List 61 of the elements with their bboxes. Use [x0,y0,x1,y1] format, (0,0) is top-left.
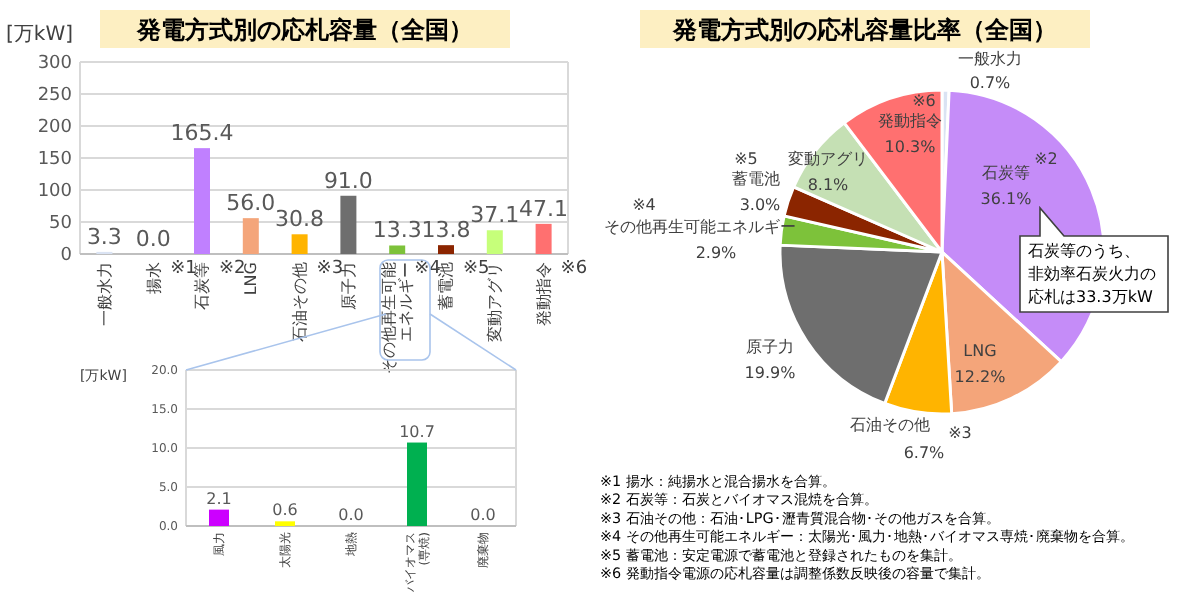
data-label: 0.6 [272,501,298,520]
y-axis-title: [万kW] [6,24,74,46]
data-label: 3.0% [739,196,782,214]
data-label: 10.3% [884,138,937,156]
x-tick-label: 変動アグリ [486,262,505,342]
data-label: 2.9% [695,244,738,262]
slice-label: 変動アグリ [788,150,868,168]
text: ※4 [632,196,656,214]
y-tick-label: 100 [37,182,73,202]
slice-label: 一般水力 [958,50,1022,68]
y-tick-label: 300 [37,54,73,74]
x-tick-label: 蓄電池 [437,262,456,310]
x-tick-label: 一般水力 [95,262,114,326]
x-tick-label: 揚水 [144,262,163,294]
data-label: 47.1 [519,195,569,222]
text: ※3 [948,424,972,442]
data-label: 2.1 [206,489,232,508]
data-label: 37.1 [470,202,520,229]
text: ※5 [734,150,758,168]
slice-label: LNG [963,342,997,360]
slice-label: 発動指令 [878,112,942,130]
slice-label: その他再生可能エネルギー [604,218,796,236]
x-tick-label: 原子力 [339,262,358,310]
data-label: 13.8 [421,217,471,244]
text: ※1 [170,258,197,279]
data-label: 8.1% [807,176,850,194]
data-label: 19.9% [744,364,797,382]
slice-label: 石炭等 [982,164,1030,182]
text: ※6 [912,92,936,110]
data-label: 10.7 [399,422,435,441]
data-label: 0.7% [969,74,1012,92]
y-tick-label: 150 [37,150,73,170]
y-tick-label: 250 [37,86,73,106]
text: 石炭等のうち、非効率石炭火力の応札は33.3万kW [1028,242,1156,306]
x-tick-label: 石炭等 [193,262,212,310]
x-tick-label: LNG [242,262,261,296]
data-label: 91.0 [323,167,373,194]
text: ※6 [560,258,588,279]
data-label: 3.3 [86,223,122,250]
text: ※3 [316,258,344,279]
data-label: 12.2% [954,368,1007,386]
chart-title: 発電方式別の応札容量（全国） [135,16,473,44]
data-label: 56.0 [226,190,276,217]
data-label: 0.0 [338,506,364,524]
slice-label: 原子力 [746,338,794,356]
text: ※5 [463,258,490,279]
text: ※2 [1034,150,1058,168]
data-label: 165.4 [170,120,234,147]
data-label: 30.8 [275,206,325,233]
data-label: 36.1% [980,190,1033,208]
text: ※2 [219,258,246,279]
y-tick-label: 200 [37,118,73,138]
chart-title: 発電方式別の応札容量比率（全国） [671,16,1057,44]
slice-label: 蓄電池 [732,170,780,188]
y-tick-label: 50 [49,214,73,234]
data-label: 13.3 [372,217,422,244]
slice-label: 石油その他 [850,416,930,434]
data-label: 0.0 [470,506,496,524]
data-label: 6.7% [903,444,946,462]
y-tick-label: 0 [60,246,73,266]
x-tick-label: 発動指令 [534,262,553,326]
